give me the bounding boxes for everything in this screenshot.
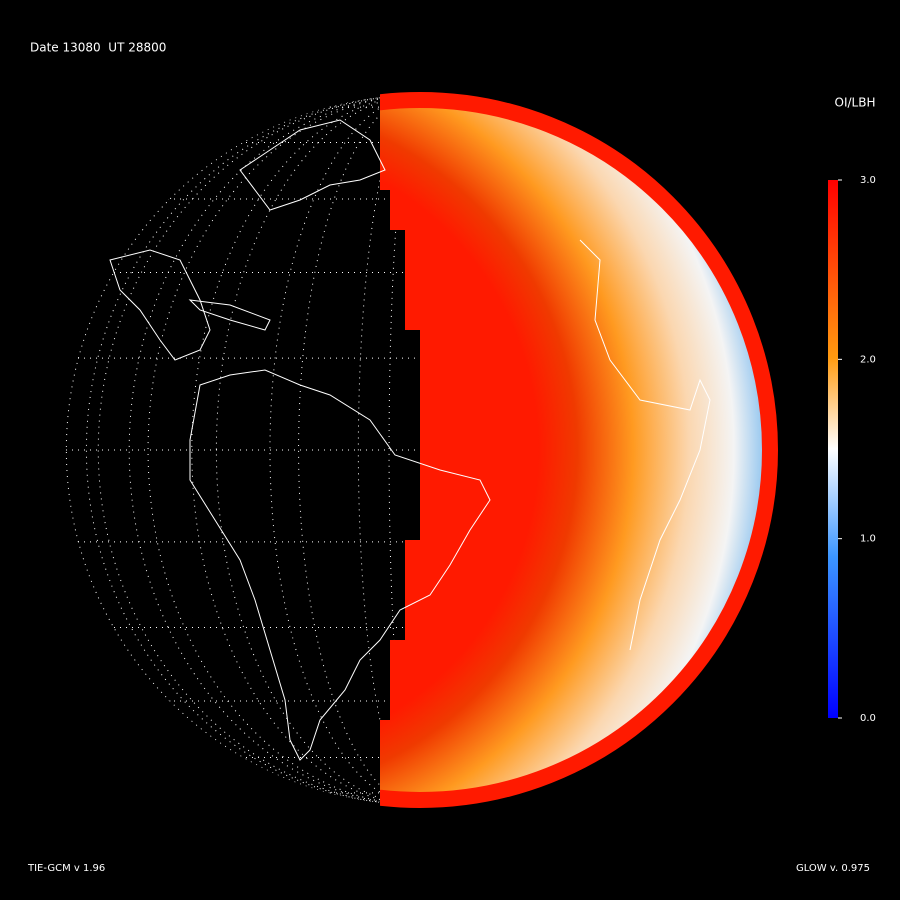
glow-version: GLOW v. 0.975 — [796, 863, 870, 874]
colorbar-title: OI/LBH — [835, 96, 876, 110]
limb — [350, 92, 778, 808]
date-label: Date 13080 UT 28800 — [30, 41, 166, 55]
colorbar-tick-label: 3.0 — [860, 175, 876, 186]
dayglow — [350, 95, 775, 805]
dayside — [350, 92, 778, 808]
model-version: TIE-GCM v 1.96 — [27, 863, 105, 874]
colorbar-tick-label: 1.0 — [860, 534, 876, 545]
coastline — [109, 119, 711, 761]
colorbar-ticks: 3.0 2.0 1.0 0.0 — [838, 175, 876, 724]
colorbar — [828, 180, 838, 718]
colorbar-tick-label: 2.0 — [860, 354, 876, 365]
colorbar-tick-label: 0.0 — [860, 713, 876, 724]
